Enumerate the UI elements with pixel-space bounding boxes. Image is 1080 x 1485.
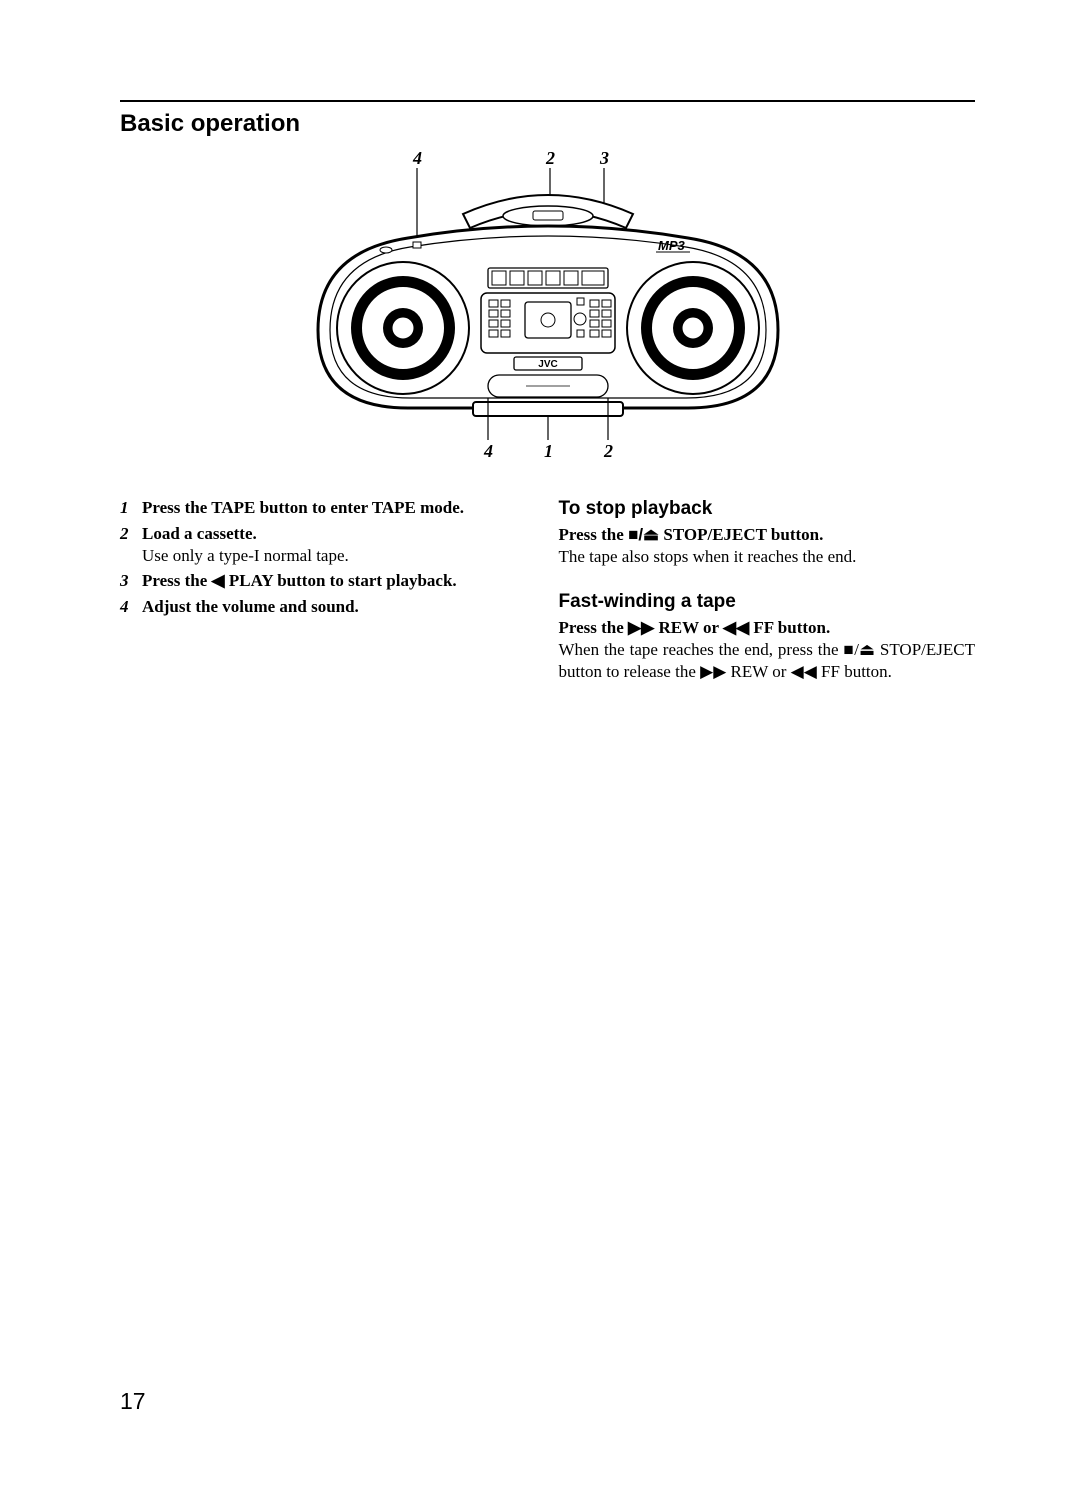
right-column: To stop playback Press the ■/⏏ STOP/EJEC… — [559, 497, 976, 682]
step-item: 2 Load a cassette. Use only a type-I nor… — [120, 523, 537, 567]
mp3-logo: MP3 — [658, 238, 686, 253]
callout-label: 4 — [483, 441, 493, 461]
callout-label: 2 — [545, 150, 555, 168]
step-number: 3 — [120, 570, 142, 592]
step-instruction: Load a cassette. — [142, 524, 257, 543]
callout-label: 2 — [603, 441, 613, 461]
subheading-stop: To stop playback — [559, 497, 976, 521]
callout-label: 4 — [412, 150, 422, 168]
left-column: 1 Press the TAPE button to enter TAPE mo… — [120, 497, 537, 682]
step-number: 4 — [120, 596, 142, 618]
step-item: 1 Press the TAPE button to enter TAPE mo… — [120, 497, 537, 519]
step-item: 3 Press the ◀ PLAY button to start playb… — [120, 570, 537, 592]
step-instruction: Press the TAPE button to enter TAPE mode… — [142, 498, 464, 517]
subheading-fast: Fast-winding a tape — [559, 590, 976, 614]
callout-label: 1 — [544, 441, 553, 461]
step-instruction: Press the ◀ PLAY button to start playbac… — [142, 571, 457, 590]
callout-label: 3 — [599, 150, 609, 168]
page-number: 17 — [120, 1388, 146, 1415]
content-columns: 1 Press the TAPE button to enter TAPE mo… — [120, 497, 975, 682]
horizontal-rule — [120, 100, 975, 102]
step-item: 4 Adjust the volume and sound. — [120, 596, 537, 618]
step-detail: Use only a type-I normal tape. — [142, 546, 349, 565]
step-number: 2 — [120, 523, 142, 567]
section-title: Basic operation — [120, 110, 975, 138]
brand-label: JVC — [538, 359, 557, 370]
stop-instruction: Press the ■/⏏ STOP/EJECT button. — [559, 524, 976, 546]
stop-body: The tape also stops when it reaches the … — [559, 546, 976, 568]
manual-page: Basic operation 4 2 3 MP3 — [0, 0, 1080, 1485]
device-figure: 4 2 3 MP3 — [278, 150, 818, 475]
step-number: 1 — [120, 497, 142, 519]
step-instruction: Adjust the volume and sound. — [142, 597, 359, 616]
step-list: 1 Press the TAPE button to enter TAPE mo… — [120, 497, 537, 618]
fast-instruction: Press the ▶▶ REW or ◀◀ FF button. — [559, 617, 976, 639]
fast-body: When the tape reaches the end, press the… — [559, 639, 976, 683]
